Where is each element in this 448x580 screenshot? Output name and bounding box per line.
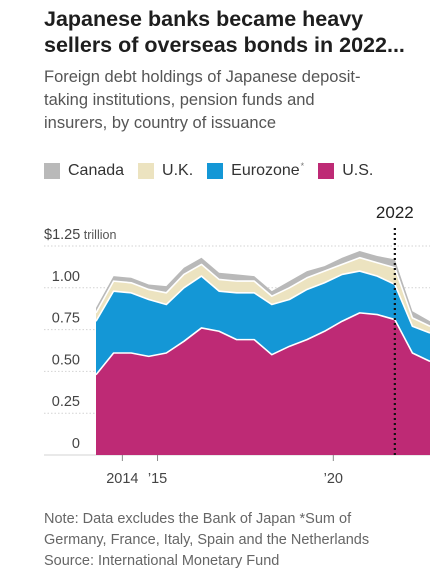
x-tick-label-15: ’15 [148,471,167,487]
y-tick-label-0-25: 0.25 [52,394,80,410]
chart-subtitle-line-1: Foreign debt holdings of Japanese deposi… [44,68,361,86]
legend-label-us: U.S. [342,162,374,179]
legend-label-uk: U.K. [162,162,194,179]
annotation-label-2022: 2022 [376,203,414,222]
footnote-line-2: Germany, France, Italy, Spain and the Ne… [44,532,370,548]
chart-footnote: Note: Data excludes the Bank of Japan *S… [44,509,444,572]
legend-swatch-eurozone [207,163,224,179]
y-tick-label-0-50: 0.50 [52,352,80,368]
chart-legend: Canada U.K. Eurozone * U.S. [44,160,387,182]
legend-label-eurozone: Eurozone [231,162,300,179]
y-tick-label-1-00: 1.00 [52,269,80,285]
boundary-u-k [95,256,431,327]
chart-title-line-2: sellers of overseas bonds in 2022... [44,33,405,57]
legend-item-uk: U.K. [138,162,193,180]
boundary-eurozone [95,270,431,334]
chart-title: Japanese banks became heavy sellers of o… [44,6,440,58]
legend-swatch-us [318,163,335,179]
legend-note-eurozone: * [300,161,305,171]
legend-item-canada: Canada [44,162,124,180]
boundary-u-s [95,312,431,376]
chart-subtitle: Foreign debt holdings of Japanese deposi… [44,66,440,135]
area-u-k [96,257,430,333]
x-tick-label-20: ’20 [324,471,343,487]
y-tick-label-0-75: 0.75 [52,311,80,327]
legend-item-us: U.S. [318,162,373,180]
area-u-s [96,312,430,455]
chart-subtitle-line-3: insurers, by country of issuance [44,114,277,132]
legend-swatch-uk [138,163,155,179]
stacked-area-chart: $1.25 trillion 1.00 0.75 0.50 0.25 0 2014 ’15 ’2… [44,203,431,487]
legend-item-eurozone: Eurozone * [207,161,305,180]
x-tick-label-2014: 2014 [106,471,138,487]
chart-subtitle-line-2: taking institutions, pension funds and [44,91,315,109]
legend-label-canada: Canada [68,162,125,179]
y-tick-label-0: 0 [72,436,80,452]
footnote-source: Source: International Monetary Fund [44,553,280,569]
y-axis-unit-label: trillion [80,228,116,242]
chart-title-line-1: Japanese banks became heavy [44,7,364,31]
y-tick-label-1-25: $1.25 trillion [44,227,116,243]
legend-swatch-canada [44,163,60,179]
area-eurozone [96,271,430,375]
footnote-line-1: Note: Data excludes the Bank of Japan *S… [44,511,352,527]
